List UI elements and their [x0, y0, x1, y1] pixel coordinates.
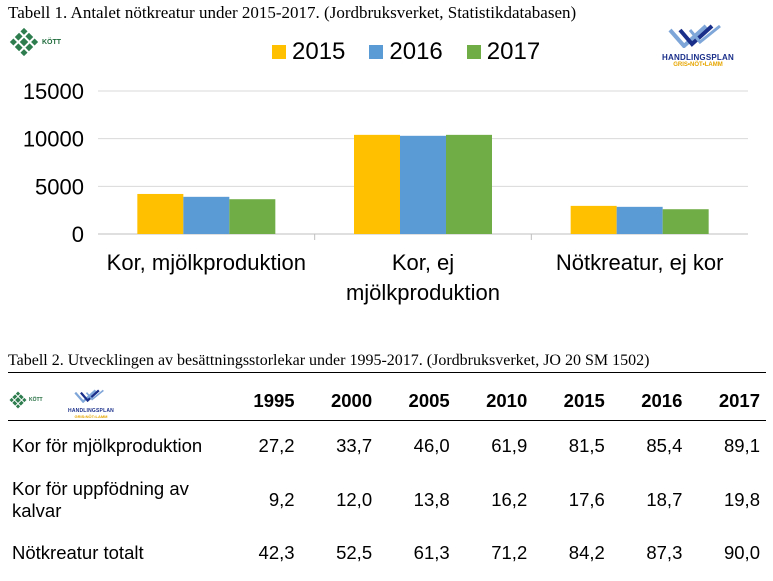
table-cell: 46,0: [413, 435, 450, 456]
table-row: Kor för mjölkproduktion 27,2 33,7 46,0 6…: [8, 421, 766, 472]
bar-2017: [662, 209, 709, 234]
year-header: 2000: [330, 390, 373, 411]
bar-2016: [183, 196, 230, 234]
handlingsplan-logo-subtitle: GRIS•NÖT•LAMM: [673, 62, 723, 68]
table-cell: 61,3: [413, 542, 450, 563]
row-label: Kor för mjölkproduktion: [12, 435, 203, 456]
y-tick-label: 10000: [23, 127, 84, 152]
lrf-logo-text: KÖTT: [29, 397, 43, 403]
table1-caption: Tabell 1. Antalet nötkreatur under 2015-…: [8, 3, 577, 22]
table-cell: 9,2: [268, 489, 295, 510]
x-category-label: mjölkproduktion: [346, 280, 500, 305]
x-category-label: Nötkreatur, ej kor: [556, 250, 724, 275]
handlingsplan-logo-small: HANDLINGSPLAN GRIS•NÖT•LAMM: [64, 386, 118, 419]
legend-item: 2015: [272, 38, 345, 66]
table-cell: 19,8: [723, 489, 760, 510]
y-tick-label: 15000: [23, 79, 84, 104]
table-cell: 13,8: [413, 489, 450, 510]
table-cell: 81,5: [568, 435, 605, 456]
year-header: 2017: [718, 390, 760, 411]
year-header: 2010: [486, 390, 528, 411]
table-cell: 42,3: [258, 542, 295, 563]
legend-label-2015: 2015: [292, 38, 346, 65]
row-label: Kor för uppfödning av kalvar: [12, 478, 189, 521]
legend-swatch-2017: [466, 45, 481, 59]
bar-2017: [229, 199, 276, 234]
bar-2017: [446, 134, 492, 234]
lrf-kott-logo-small: KÖTT: [9, 391, 43, 409]
table-cell: 85,4: [646, 435, 683, 456]
handlingsplan-logo-title: HANDLINGSPLAN: [662, 53, 734, 62]
table-row: Nötkreatur totalt 42,3 52,5 61,3 71,2 84…: [8, 529, 766, 577]
handlingsplan-logo-title: HANDLINGSPLAN: [68, 408, 114, 414]
lrf-diamond-icon: [9, 27, 39, 57]
year-header: 2005: [408, 390, 450, 411]
y-tick-label: 5000: [35, 174, 84, 199]
bar-chart: 0 5000 10000 15000 Kor, mjölkproduktion Kor, …: [23, 79, 748, 305]
year-header: 1995: [253, 390, 295, 411]
table-cell: 71,2: [491, 542, 528, 563]
bar-2015: [137, 193, 184, 234]
year-header: 2015: [563, 390, 605, 411]
herd-size-table: KÖTT HANDLINGSPLAN GRIS•NÖT•LAMM 1995 20…: [8, 382, 766, 577]
table-cell: 27,2: [258, 435, 295, 456]
table-logos-cell: KÖTT HANDLINGSPLAN GRIS•NÖT•LAMM: [8, 382, 223, 421]
legend-item: 2016: [369, 38, 443, 66]
lrf-logo-text: KÖTT: [42, 38, 62, 46]
table-row: Kor för uppfödning av kalvar 9,2 12,0 13…: [8, 471, 766, 529]
legend-swatch-2015: [272, 45, 286, 59]
table2-caption: Tabell 2. Utvecklingen av besättningssto…: [8, 352, 650, 369]
legend-swatch-2016: [369, 45, 384, 59]
row-label: Nötkreatur totalt: [12, 542, 144, 563]
bar-2016: [616, 206, 663, 234]
table2-caption-rule: [8, 372, 766, 373]
y-tick-label: 0: [72, 222, 84, 247]
handlingsplan-logo: HANDLINGSPLAN GRIS•NÖT•LAMM: [652, 24, 744, 68]
legend-label-2016: 2016: [389, 38, 443, 65]
handlingsplan-check-icon: [668, 24, 721, 49]
table-cell: 89,1: [723, 435, 760, 456]
table-cell: 12,0: [336, 489, 373, 510]
chart-legend: 2015 2016 2017: [272, 38, 564, 66]
table-cell: 52,5: [336, 542, 373, 563]
table-cell: 90,0: [723, 542, 760, 563]
legend-label-2017: 2017: [486, 38, 541, 65]
handlingsplan-check-icon: [74, 389, 104, 404]
bar-2015: [354, 134, 400, 234]
table-header-row: KÖTT HANDLINGSPLAN GRIS•NÖT•LAMM 1995 20…: [8, 382, 766, 421]
table-cell: 84,2: [568, 542, 605, 563]
lrf-kott-logo: KÖTT: [9, 27, 62, 57]
table-cell: 18,7: [646, 489, 683, 510]
table-cell: 17,6: [568, 489, 605, 510]
table-cell: 16,2: [491, 489, 528, 510]
table-cell: 87,3: [646, 542, 683, 563]
table-cell: 61,9: [491, 435, 528, 456]
x-category-label: Kor, mjölkproduktion: [107, 250, 306, 275]
bar-2015: [570, 205, 617, 234]
lrf-diamond-icon: [9, 391, 27, 409]
year-header: 2016: [641, 390, 683, 411]
handlingsplan-logo-subtitle: GRIS•NÖT•LAMM: [74, 414, 108, 419]
x-category-label: Kor, ej: [392, 250, 454, 275]
table-cell: 33,7: [336, 435, 373, 456]
bar-2016: [400, 135, 446, 234]
legend-item: 2017: [466, 38, 541, 66]
